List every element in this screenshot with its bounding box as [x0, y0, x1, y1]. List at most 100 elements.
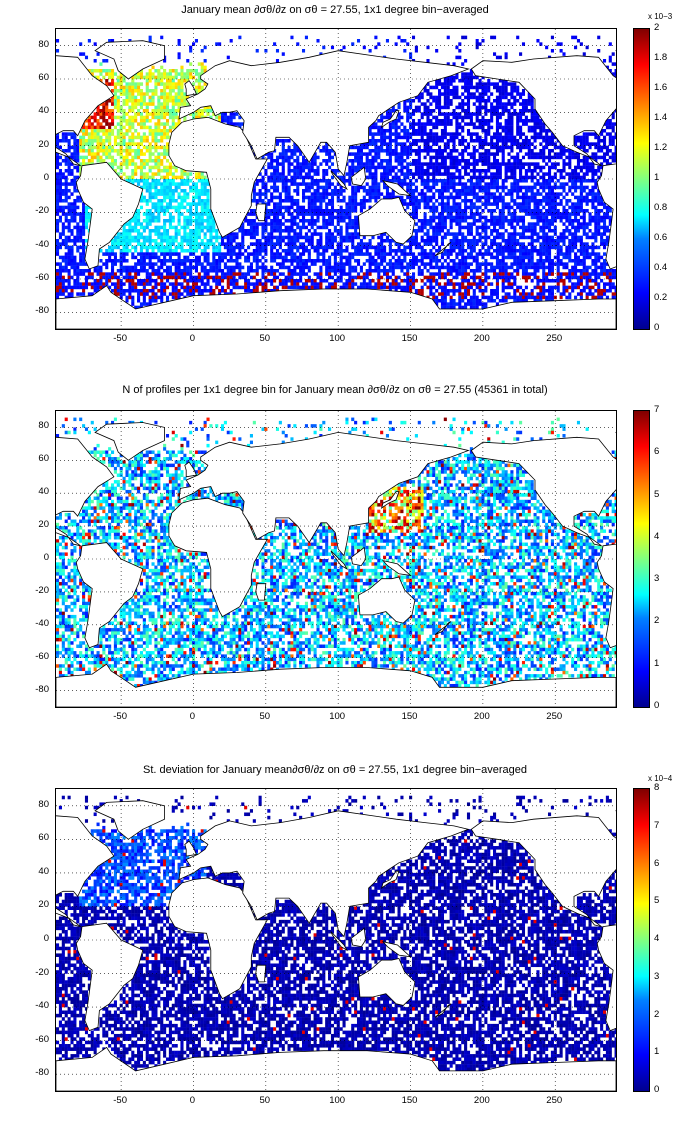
bin-cell	[516, 182, 520, 186]
bin-cell	[296, 235, 300, 240]
bin-cell	[287, 245, 291, 250]
bin-cell	[545, 199, 549, 203]
bin-cell	[458, 215, 462, 220]
bin-cell	[539, 129, 543, 133]
bin-cell	[455, 205, 459, 210]
bin-cell	[270, 172, 274, 176]
bin-cell	[96, 105, 100, 110]
bin-cell	[79, 215, 83, 220]
bin-cell	[495, 85, 499, 90]
bin-cell	[186, 222, 190, 226]
bin-cell	[498, 135, 502, 140]
bin-cell	[469, 69, 473, 73]
bin-cell	[455, 149, 459, 153]
bin-cell	[568, 175, 572, 180]
bin-cell	[374, 169, 378, 173]
bin-cell	[414, 45, 418, 50]
bin-cell	[588, 169, 592, 173]
bin-cell	[466, 222, 471, 226]
bin-cell	[533, 239, 537, 243]
bin-cell	[423, 132, 427, 136]
bin-cell	[530, 199, 534, 203]
bin-cell	[108, 109, 112, 113]
bin-cell	[319, 242, 323, 246]
bin-cell	[478, 195, 482, 200]
bin-cell	[536, 172, 540, 176]
bin-cell	[565, 212, 569, 216]
bin-cell	[362, 235, 366, 240]
bin-cell	[134, 102, 138, 106]
bin-cell	[446, 115, 450, 120]
bin-cell	[142, 159, 146, 163]
bin-cell	[562, 169, 566, 173]
bin-cell	[177, 55, 181, 60]
bin-cell	[464, 235, 468, 240]
bin-cell	[426, 172, 430, 176]
bin-cell	[542, 129, 546, 133]
bin-cell	[273, 225, 277, 230]
bin-cell	[487, 132, 491, 136]
bin-cell	[455, 89, 459, 93]
bin-cell	[229, 245, 233, 250]
bin-cell	[186, 232, 190, 236]
bin-cell	[125, 145, 129, 150]
bin-cell	[310, 169, 314, 173]
bin-cell	[490, 82, 494, 86]
bin-cell	[368, 152, 372, 156]
bin-cell	[296, 232, 300, 236]
bin-cell	[469, 212, 473, 216]
bin-cell	[490, 175, 494, 180]
bin-cell	[125, 239, 129, 243]
bin-cell	[368, 169, 372, 173]
bin-cell	[105, 99, 109, 103]
bin-cell	[429, 185, 433, 190]
bin-cell	[449, 242, 453, 246]
bin-cell	[438, 89, 442, 93]
bin-cell	[76, 175, 80, 180]
bin-cell	[574, 212, 578, 216]
bin-cell	[160, 232, 164, 236]
bin-cell	[440, 229, 444, 233]
bin-cell	[290, 35, 294, 40]
bin-cell	[385, 109, 390, 113]
bin-cell	[388, 122, 392, 126]
bin-cell	[458, 79, 462, 83]
bin-cell	[61, 159, 65, 163]
bin-cell	[594, 199, 598, 203]
bin-cell	[241, 242, 245, 246]
bin-cell	[154, 112, 158, 116]
bin-cell	[310, 222, 314, 226]
bin-cell	[388, 115, 392, 120]
bin-cell	[507, 205, 511, 210]
bin-cell	[478, 119, 482, 123]
bin-cell	[527, 139, 531, 143]
bin-cell	[58, 235, 62, 240]
bin-cell	[461, 139, 465, 143]
bin-cell	[516, 159, 520, 163]
bin-cell	[79, 245, 83, 250]
bin-cell	[385, 192, 390, 196]
bin-cell	[299, 209, 303, 213]
bin-cell	[79, 162, 83, 166]
bin-cell	[362, 189, 366, 193]
bin-cell	[501, 155, 505, 160]
bin-cell	[192, 239, 196, 243]
bin-cell	[58, 162, 62, 166]
bin-cell	[145, 202, 149, 206]
bin-cell	[495, 229, 499, 233]
bin-cell	[443, 172, 447, 176]
bin-cell	[588, 229, 592, 233]
bin-cell	[145, 182, 149, 186]
bin-cell	[293, 159, 297, 163]
bin-cell	[513, 82, 517, 86]
bin-cell	[365, 175, 369, 180]
bin-cell	[495, 169, 499, 173]
bin-cell	[521, 192, 526, 196]
bin-cell	[76, 225, 80, 230]
bin-cell	[440, 209, 444, 213]
bin-cell	[73, 132, 77, 136]
bin-cell	[76, 245, 80, 250]
bin-cell	[397, 159, 401, 163]
bin-cell	[113, 149, 117, 153]
bin-cell	[516, 92, 520, 96]
